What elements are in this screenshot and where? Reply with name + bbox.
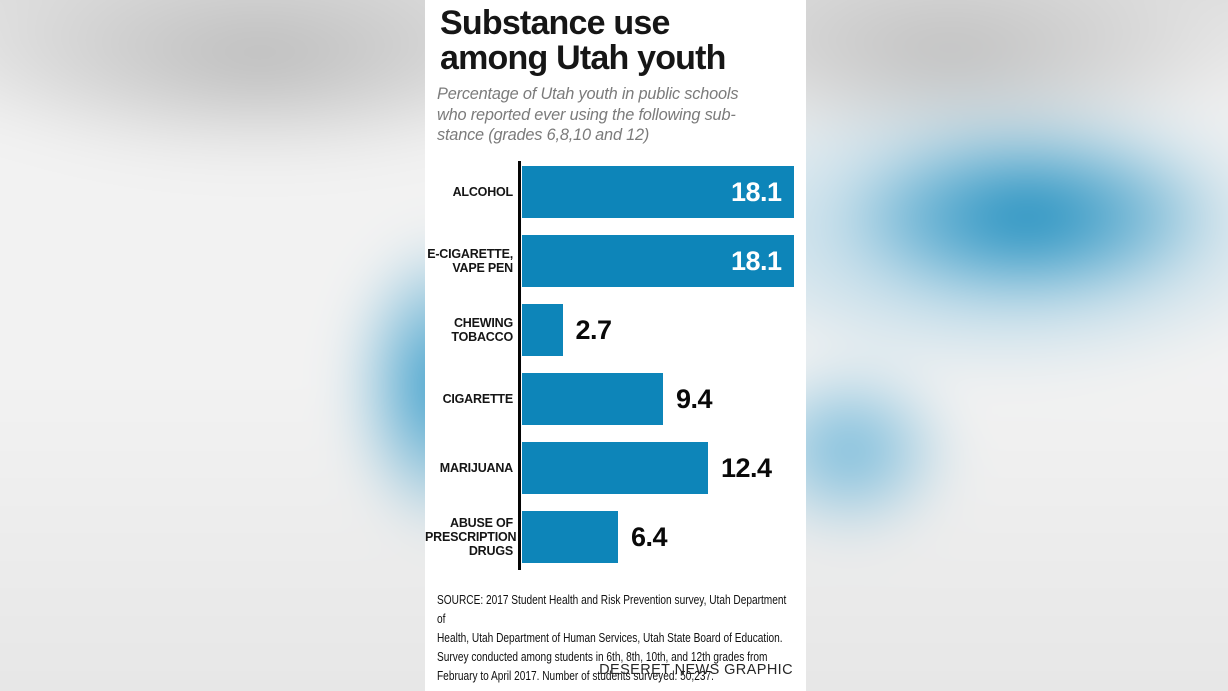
bar-track: 6.4 (522, 511, 806, 563)
bar (522, 511, 618, 563)
bar-row: MARIJUANA 12.4 (425, 442, 806, 494)
chart-title: Substance use among Utah youth (440, 4, 726, 77)
bar-category-label: CHEWING TOBACCO (451, 316, 513, 344)
bar-value-label: 18.1 (730, 176, 782, 207)
bar-row: ABUSE OF PRESCRIPTION DRUGS 6.4 (425, 511, 806, 563)
bar-value-label: 18.1 (730, 245, 782, 276)
bar-category-label: MARIJUANA (439, 461, 513, 475)
bar (522, 304, 563, 356)
bar-track: 18.1 (522, 235, 806, 287)
bar-value-label: 9.4 (676, 383, 713, 414)
credit-line: DESERET NEWS GRAPHIC (599, 662, 793, 678)
bar (522, 373, 663, 425)
bar-category-label: E-CIGARETTE, VAPE PEN (427, 247, 513, 275)
bar-chart: ALCOHOL 18.1 E-CIGARETTE, VAPE PEN 18.1 CHEW… (425, 160, 806, 572)
chart-subtitle: Percentage of Utah youth in public schoo… (437, 84, 739, 144)
y-axis-line (518, 161, 521, 570)
chart-rows: ALCOHOL 18.1 E-CIGARETTE, VAPE PEN 18.1 CHEW… (425, 166, 806, 580)
bar-value-label: 6.4 (631, 521, 668, 552)
bar: 18.1 (522, 166, 794, 218)
bar-value-label: 2.7 (575, 314, 613, 345)
source-note: SOURCE: 2017 Student Health and Risk Pre… (437, 593, 787, 683)
bar: 18.1 (522, 235, 794, 287)
infographic-card: Substance use among Utah youth Percentag… (425, 0, 806, 691)
bar-track: 18.1 (522, 166, 806, 218)
bar-track: 12.4 (522, 442, 806, 494)
bar-row: CHEWING TOBACCO 2.7 (425, 304, 806, 356)
bar-category-label: ABUSE OF PRESCRIPTION DRUGS (425, 516, 517, 558)
bar-row: E-CIGARETTE, VAPE PEN 18.1 (425, 235, 806, 287)
bar-category-label: ALCOHOL (452, 185, 514, 199)
bar (522, 442, 708, 494)
bar-category-label: CIGARETTE (442, 392, 514, 406)
bar-row: CIGARETTE 9.4 (425, 373, 806, 425)
bar-track: 2.7 (522, 304, 806, 356)
bar-value-label: 12.4 (721, 452, 772, 483)
bar-row: ALCOHOL 18.1 (425, 166, 806, 218)
bar-track: 9.4 (522, 373, 806, 425)
